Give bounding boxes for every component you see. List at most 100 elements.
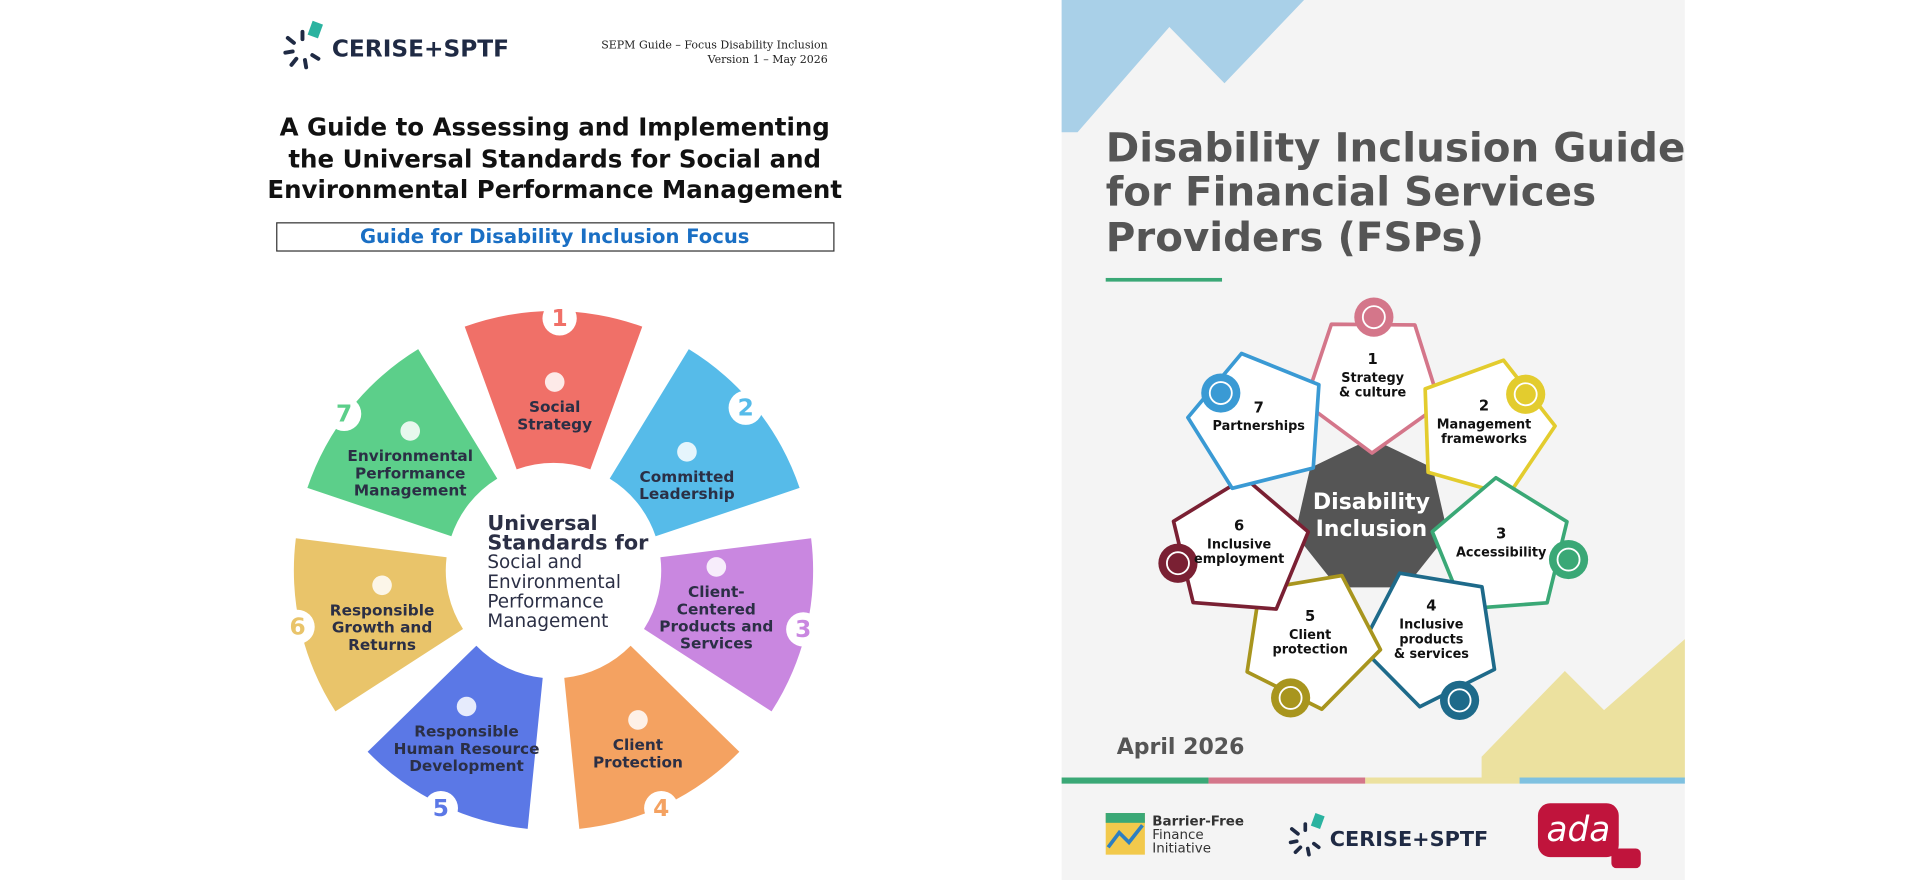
decor-yellow: [1481, 639, 1685, 779]
element-label: Partnerships: [1213, 419, 1306, 434]
segment-number: 3: [795, 616, 811, 643]
subtitle-box: [276, 222, 835, 252]
segment-label: Management: [354, 481, 467, 499]
element-label: Strategy: [1341, 371, 1404, 386]
decor-blue: [1061, 0, 1305, 133]
segment-label: Environmental: [347, 447, 473, 465]
center-text: Environmental: [487, 572, 621, 593]
segment-label: Returns: [348, 636, 416, 654]
element-icon-ring: [1278, 685, 1303, 710]
element-label: Client: [1289, 628, 1331, 643]
center-text: Universal: [487, 511, 597, 535]
element-number: 1: [1368, 351, 1378, 368]
element-label: & services: [1394, 647, 1469, 662]
segment-icon: [400, 421, 421, 441]
number-badge: [280, 609, 315, 645]
segment-icon: [706, 557, 727, 577]
cover-title-line: Providers (FSPs): [1106, 213, 1484, 261]
cover-title-line: for Financial Services: [1106, 168, 1596, 216]
element-icon-ring: [1556, 547, 1581, 572]
hub-text: Disability: [1313, 490, 1430, 515]
number-badge: [326, 396, 362, 432]
header-line: SEPM Guide – Focus Disability Inclusion: [601, 38, 828, 51]
color-bar: [1519, 777, 1685, 784]
element-number: 6: [1234, 518, 1244, 535]
element-icon: [1548, 539, 1589, 580]
title-line: the Universal Standards for Social and: [288, 144, 821, 173]
element-number: 5: [1305, 608, 1315, 625]
logo-icon: [283, 20, 323, 70]
segment-label: Development: [409, 757, 524, 775]
segment-number: 6: [289, 614, 305, 641]
wheel-segment: [367, 645, 543, 829]
center-text: Standards for: [487, 531, 649, 555]
element-icon: [1506, 374, 1546, 414]
segment-label: Performance: [355, 464, 465, 482]
title-underline: [1105, 277, 1223, 282]
element-icon-ring: [1166, 551, 1190, 576]
element-icon: [1201, 373, 1241, 413]
element-icon: [1158, 543, 1198, 583]
wheel-segment: [643, 538, 814, 712]
element-icon-ring: [1208, 381, 1233, 405]
element-label: Accessibility: [1456, 545, 1547, 560]
element-number: 2: [1479, 398, 1489, 415]
partner-text: Finance: [1152, 828, 1203, 843]
ada-text: ada: [1546, 810, 1610, 850]
wheel-segment: [609, 349, 800, 537]
segment-label: Products and: [659, 617, 773, 635]
segment-label: Strategy: [517, 415, 592, 433]
header-line: Version 1 – May 2026: [707, 53, 828, 66]
element-label: Inclusive: [1399, 618, 1464, 633]
number-badge: [542, 301, 577, 336]
partner-icon: [1105, 813, 1145, 855]
segment-label: Growth and: [332, 619, 432, 637]
cover-title-line: Disability Inclusion Guide: [1106, 124, 1686, 172]
wheel-segment: [307, 349, 498, 537]
segment-label: Protection: [593, 753, 683, 771]
number-badge: [728, 390, 763, 425]
element-label: & culture: [1339, 386, 1406, 401]
hub: [1295, 438, 1448, 588]
logo-text: CERISE+SPTF: [332, 36, 509, 63]
segment-number: 5: [433, 795, 449, 822]
segment-icon: [456, 696, 477, 717]
element-icon: [1271, 678, 1311, 718]
segment-icon: [372, 575, 392, 596]
element-icon-ring: [1513, 382, 1538, 407]
element-number: 7: [1254, 399, 1264, 416]
segment-number: 7: [336, 401, 352, 428]
ada-logo: [1611, 848, 1641, 869]
number-badge: [644, 790, 679, 826]
segment-label: Leadership: [639, 485, 735, 503]
segment-icon: [628, 710, 648, 730]
segment-label: Committed: [640, 468, 735, 486]
color-bar: [1061, 777, 1209, 784]
number-badge: [423, 790, 458, 826]
title-line: Environmental Performance Management: [267, 175, 842, 204]
element-label: products: [1399, 632, 1463, 647]
center-text: Social and: [487, 552, 582, 573]
element-label: frameworks: [1441, 432, 1527, 447]
segment-label: Services: [680, 635, 753, 653]
segment-icon: [544, 372, 565, 392]
segment-number: 2: [738, 394, 754, 421]
segment-label: Responsible: [330, 601, 435, 619]
segment-label: Social: [529, 398, 580, 416]
element-number: 3: [1496, 525, 1506, 542]
number-badge: [786, 612, 821, 647]
segment-label: Human Resource: [394, 740, 540, 758]
title-line: A Guide to Assessing and Implementing: [280, 113, 830, 142]
subtitle: Guide for Disability Inclusion Focus: [360, 225, 749, 248]
logo-text: CERISE+SPTF: [1330, 827, 1488, 851]
element-label: Inclusive: [1207, 537, 1272, 552]
center-text: Performance: [487, 591, 603, 612]
wheel-segment: [293, 538, 464, 712]
color-bar: [1208, 777, 1366, 784]
partner-text: Barrier-Free: [1152, 815, 1244, 830]
hub-text: Inclusion: [1316, 517, 1428, 542]
element-label: employment: [1194, 552, 1284, 567]
element-icon: [1439, 680, 1480, 720]
